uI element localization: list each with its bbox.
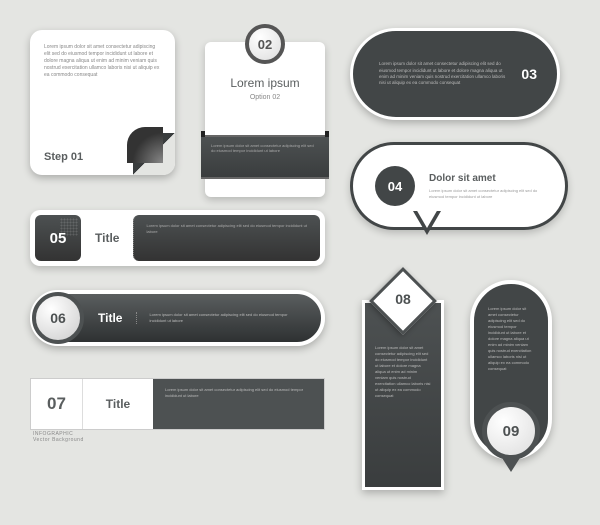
bar-title: Title (83, 379, 153, 429)
bar-05: 05 Title Lorem ipsum dolor sit amet cons… (30, 210, 325, 266)
number-circle: 04 (375, 166, 415, 206)
body-text: Lorem ipsum dolor sit amet consectetur a… (429, 188, 543, 199)
page-curl-icon (133, 133, 175, 175)
banner-08: 08 Lorem ipsum dolor sit amet consectetu… (362, 300, 444, 490)
bar-06: 06 Title Lorem ipsum dolor sit amet cons… (30, 290, 325, 346)
body-text: Lorem ipsum dolor sit amet consectetur a… (136, 312, 305, 323)
step-number: 08 (365, 291, 441, 307)
body-text: Lorem ipsum dolor sit amet consectetur a… (474, 284, 548, 382)
step-card-01: Lorem ipsum dolor sit amet consectetur a… (30, 30, 175, 175)
number-box: 07 (31, 379, 83, 429)
bar-title: Title (95, 231, 119, 245)
bar-title: Title (98, 311, 122, 325)
option-label: Option 02 (205, 94, 325, 101)
body-text: Lorem ipsum dolor sit amet consectetur a… (379, 61, 511, 86)
body-text: Lorem ipsum dolor sit amet consectetur a… (153, 379, 324, 429)
bubble-03: Lorem ipsum dolor sit amet consectetur a… (350, 28, 560, 120)
step-number: 03 (521, 66, 537, 82)
dark-band: Lorem ipsum dolor sit amet consectetur a… (201, 135, 329, 179)
bar-07: 07 Title Lorem ipsum dolor sit amet cons… (30, 378, 325, 430)
card-title: Lorem ipsum (205, 76, 325, 90)
number-badge: 02 (245, 24, 285, 64)
step-label: Step 01 (44, 151, 83, 163)
speech-tail-icon (413, 211, 441, 249)
bubble-title: Dolor sit amet (429, 173, 543, 184)
number-circle: 09 (482, 402, 540, 460)
number-square: 05 (35, 215, 81, 261)
body-text: Lorem ipsum dolor sit amet consectetur a… (133, 215, 320, 261)
body-text: Lorem ipsum dolor sit amet consectetur a… (44, 44, 161, 79)
number-circle: 06 (32, 292, 84, 344)
option-card-02: 02 Lorem ipsum Option 02 Lorem ipsum dol… (205, 42, 325, 197)
subtitle: INFOGRAPHICVector Background (33, 431, 84, 443)
pill-09: Lorem ipsum dolor sit amet consectetur a… (470, 280, 552, 460)
content: Dolor sit amet Lorem ipsum dolor sit ame… (429, 173, 543, 199)
speech-bubble-04: 04 Dolor sit amet Lorem ipsum dolor sit … (350, 142, 568, 230)
